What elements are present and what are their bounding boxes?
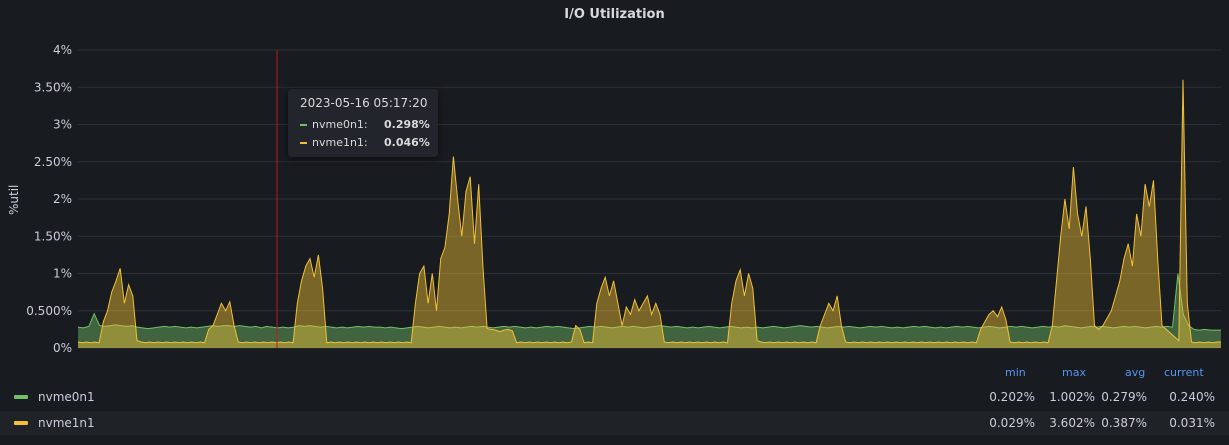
series-line-nvme1n1[interactable]	[77, 79, 1221, 344]
legend-row-nvme1n1[interactable]: nvme1n1 0.029% 3.602% 0.387% 0.031%	[0, 411, 1229, 435]
legend-header-avg[interactable]: avg	[1125, 366, 1146, 379]
y-tick-label: 4%	[53, 43, 72, 57]
y-tick-label: 2%	[53, 192, 72, 206]
tooltip-row-nvme0n1: nvme0n1: 0.298%	[300, 118, 430, 131]
y-tick-label: 3.50%	[34, 80, 72, 94]
legend-current: 0.240%	[1169, 390, 1215, 404]
y-tick-label: 1%	[53, 267, 72, 281]
legend-series-name[interactable]: nvme0n1	[38, 390, 95, 404]
series-color-swatch	[300, 124, 307, 126]
tooltip-series-name: nvme0n1:	[312, 118, 368, 131]
legend-current: 0.031%	[1169, 416, 1215, 430]
tooltip-series-name: nvme1n1:	[312, 136, 368, 149]
series-area-nvme1n1	[78, 79, 1221, 349]
hover-tooltip: 2023-05-16 05:17:20 nvme0n1: 0.298% nvme…	[288, 89, 438, 157]
legend-min: 0.029%	[989, 416, 1035, 430]
tooltip-time: 2023-05-16 05:17:20	[300, 96, 428, 110]
legend-header-min[interactable]: min	[1005, 366, 1026, 379]
y-tick-label: 1.50%	[34, 229, 72, 243]
legend-max: 3.602%	[1049, 416, 1095, 430]
tooltip-series-value: 0.046%	[384, 136, 430, 149]
grid	[78, 49, 1221, 349]
tooltip-row-nvme1n1: nvme1n1: 0.046%	[300, 136, 430, 149]
y-tick-label: 0%	[53, 341, 72, 355]
legend-row-nvme0n1[interactable]: nvme0n1 0.202% 1.002% 0.279% 0.240%	[0, 385, 1229, 409]
y-tick-label: 2.50%	[34, 155, 72, 169]
legend-avg: 0.387%	[1101, 416, 1147, 430]
legend-series-name[interactable]: nvme1n1	[38, 416, 95, 430]
y-tick-label: 0.500%	[26, 304, 72, 318]
series-line-nvme0n1[interactable]	[77, 273, 1221, 331]
series-color-swatch[interactable]	[14, 395, 28, 399]
series-color-swatch[interactable]	[14, 421, 28, 425]
y-axis-label: %util	[7, 184, 21, 215]
legend-header-max[interactable]: max	[1062, 366, 1086, 379]
y-tick-label: 3%	[53, 118, 72, 132]
series-color-swatch	[300, 142, 307, 144]
io-utilization-chart[interactable]: 0% 0.500% 1% 1.50% 2% 2.50% 3% 3.50% 4%	[0, 0, 1229, 360]
panel-title: I/O Utilization	[564, 7, 665, 22]
series-areas	[77, 79, 1221, 349]
tooltip-series-value: 0.298%	[384, 118, 430, 131]
series-area-nvme0n1	[78, 273, 1221, 348]
legend-avg: 0.279%	[1101, 390, 1147, 404]
legend-header-current[interactable]: current	[1164, 366, 1204, 379]
legend-min: 0.202%	[989, 390, 1035, 404]
y-tick-labels: 0% 0.500% 1% 1.50% 2% 2.50% 3% 3.50% 4%	[26, 43, 72, 355]
legend-max: 1.002%	[1049, 390, 1095, 404]
